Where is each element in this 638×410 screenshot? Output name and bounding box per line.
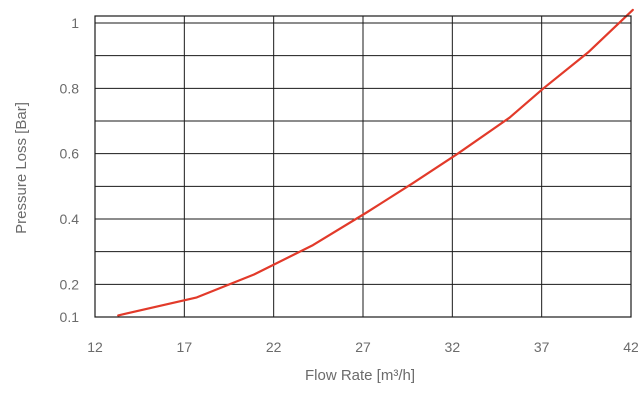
y-axis-title: Pressure Loss [Bar] [13, 102, 30, 234]
x-tick-label: 37 [534, 339, 550, 355]
x-tick-label: 32 [445, 339, 461, 355]
y-tick-label: 0.1 [60, 309, 80, 325]
grid-lines [95, 16, 631, 317]
y-tick-label: 1 [71, 15, 79, 31]
series-line [117, 8, 634, 317]
x-tick-label: 22 [266, 339, 282, 355]
x-tick-label: 12 [87, 339, 103, 355]
x-tick-label: 17 [177, 339, 193, 355]
y-tick-label: 0.2 [60, 276, 80, 292]
plot-frame [94, 15, 632, 318]
y-tick-label: 0.4 [60, 211, 80, 227]
y-tick-label: 0.6 [60, 146, 80, 162]
series-group [117, 8, 634, 317]
y-axis-ticks: 0.1 0.2 0.4 0.6 0.8 1 [60, 15, 80, 325]
x-axis-title: Flow Rate [m³/h] [305, 367, 415, 384]
x-axis-ticks: 12 17 22 27 32 37 42 [87, 339, 638, 355]
x-tick-label: 42 [623, 339, 638, 355]
x-tick-label: 27 [355, 339, 371, 355]
y-tick-label: 0.8 [60, 80, 80, 96]
